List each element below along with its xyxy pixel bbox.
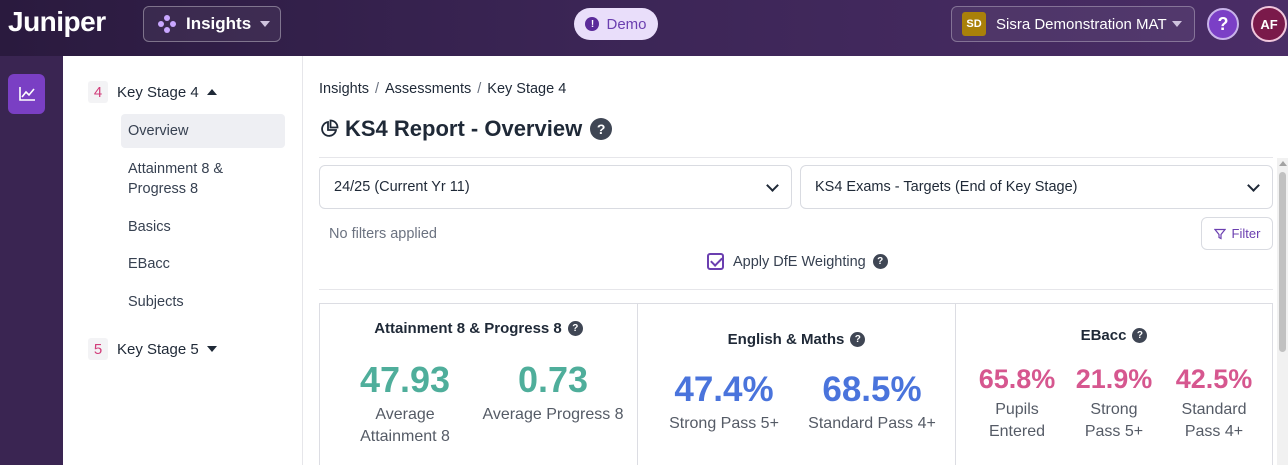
scrollbar[interactable] bbox=[1277, 158, 1288, 465]
nav-rail bbox=[0, 56, 63, 465]
chevron-down-icon bbox=[766, 179, 779, 192]
metric-value: 68.5% bbox=[822, 370, 922, 409]
no-filters-text: No filters applied bbox=[329, 226, 437, 242]
card-title: Attainment 8 & Progress 8 ? bbox=[320, 320, 637, 337]
filter-label: Filter bbox=[1231, 226, 1261, 241]
chevron-down-icon bbox=[260, 21, 270, 27]
exam-select-value: KS4 Exams - Targets (End of Key Stage) bbox=[815, 179, 1078, 195]
page-title: KS4 Report - Overview bbox=[345, 116, 583, 141]
breadcrumb-assessments[interactable]: Assessments bbox=[385, 81, 472, 97]
metric-value: 0.73 bbox=[517, 359, 589, 400]
dfe-weighting-checkbox[interactable] bbox=[707, 253, 724, 270]
info-icon: ! bbox=[585, 17, 600, 31]
card-attainment-progress: Attainment 8 & Progress 8 ? 47.93 Averag… bbox=[320, 304, 637, 465]
ks5-label: Key Stage 5 bbox=[117, 340, 199, 358]
card-title: EBacc ? bbox=[956, 327, 1272, 344]
metric-label: Average Progress 8 bbox=[482, 406, 624, 423]
demo-badge: ! Demo bbox=[574, 8, 658, 40]
sidebar-item-overview[interactable]: Overview bbox=[121, 114, 285, 148]
metric-ebacc-strong-pass: 21.9% Strong Pass 5+ bbox=[1068, 366, 1160, 443]
product-switcher[interactable]: Insights bbox=[143, 6, 281, 42]
card-english-maths: English & Maths ? 47.4% Strong Pass 5+ 6… bbox=[637, 304, 955, 465]
card-title-text: EBacc bbox=[1080, 327, 1127, 344]
dfe-weighting-option: Apply DfE Weighting ? bbox=[707, 253, 888, 270]
sidebar-item-ebacc[interactable]: EBacc bbox=[128, 256, 170, 272]
metric-pupils-entered: 65.8% Pupils Entered bbox=[969, 366, 1065, 443]
metric-ebacc-standard-pass: 42.5% Standard Pass 4+ bbox=[1164, 366, 1264, 443]
metric-standard-pass: 68.5% Standard Pass 4+ bbox=[798, 372, 946, 435]
card-title: English & Maths ? bbox=[638, 331, 955, 348]
org-name: Sisra Demonstration MAT bbox=[996, 15, 1167, 33]
organisation-switcher[interactable]: SD Sisra Demonstration MAT bbox=[951, 6, 1195, 42]
ks5-number: 5 bbox=[88, 338, 108, 360]
help-circle-icon[interactable]: ? bbox=[567, 321, 583, 336]
metric-strong-pass: 47.4% Strong Pass 5+ bbox=[656, 372, 792, 435]
metric-average-progress: 0.73 Average Progress 8 bbox=[480, 362, 626, 426]
sidebar-item-subjects[interactable]: Subjects bbox=[128, 294, 184, 310]
metric-label: Standard Pass 4+ bbox=[808, 415, 936, 432]
summary-cards: Attainment 8 & Progress 8 ? 47.93 Averag… bbox=[319, 303, 1273, 465]
top-bar: Juniper Insights ! Demo SD Sisra Demonst… bbox=[0, 0, 1288, 56]
metric-label: Standard Pass 4+ bbox=[1181, 401, 1247, 440]
sidebar: 4 Key Stage 4 Overview Attainment 8 & Pr… bbox=[63, 56, 303, 465]
breadcrumb: Insights / Assessments / Key Stage 4 bbox=[319, 81, 567, 97]
metric-label: Average Attainment 8 bbox=[360, 406, 450, 445]
divider bbox=[319, 289, 1273, 290]
card-ebacc: EBacc ? 65.8% Pupils Entered 21.9% Stron… bbox=[955, 304, 1272, 465]
help-circle-icon[interactable]: ? bbox=[850, 332, 866, 347]
insights-icon bbox=[158, 15, 176, 33]
help-circle-icon[interactable]: ? bbox=[1132, 328, 1148, 343]
breadcrumb-insights[interactable]: Insights bbox=[319, 81, 369, 97]
card-title-text: English & Maths bbox=[727, 331, 845, 348]
nav-insights-button[interactable] bbox=[8, 74, 45, 114]
org-badge: SD bbox=[962, 12, 986, 36]
logo[interactable]: Juniper bbox=[8, 6, 106, 37]
pie-chart-icon bbox=[321, 119, 339, 137]
chevron-down-icon bbox=[1247, 179, 1260, 192]
metric-value: 65.8% bbox=[978, 364, 1056, 394]
scrollbar-thumb[interactable] bbox=[1279, 172, 1286, 352]
metric-average-attainment: 47.93 Average Attainment 8 bbox=[338, 362, 472, 448]
ks4-label: Key Stage 4 bbox=[117, 83, 199, 101]
sidebar-item-attainment-progress[interactable]: Attainment 8 & Progress 8 bbox=[128, 161, 224, 197]
chevron-down-icon bbox=[1172, 21, 1182, 27]
exam-select[interactable]: KS4 Exams - Targets (End of Key Stage) bbox=[800, 165, 1273, 209]
dfe-weighting-label[interactable]: Apply DfE Weighting bbox=[733, 253, 866, 270]
year-select[interactable]: 24/25 (Current Yr 11) bbox=[319, 165, 792, 209]
metric-value: 21.9% bbox=[1075, 364, 1153, 394]
divider bbox=[319, 157, 1273, 158]
page-header: KS4 Report - Overview ? bbox=[319, 116, 613, 142]
metric-label: Strong Pass 5+ bbox=[1084, 401, 1144, 440]
metric-value: 47.93 bbox=[359, 359, 451, 400]
ks4-number: 4 bbox=[88, 81, 108, 103]
metric-label: Strong Pass 5+ bbox=[669, 415, 779, 432]
card-title-text: Attainment 8 & Progress 8 bbox=[374, 320, 562, 337]
filter-icon bbox=[1213, 228, 1226, 239]
line-chart-icon bbox=[18, 87, 35, 101]
user-avatar[interactable]: AF bbox=[1251, 6, 1287, 42]
help-circle-icon[interactable]: ? bbox=[590, 118, 613, 140]
sidebar-group-ks5[interactable]: 5 Key Stage 5 bbox=[88, 338, 217, 360]
metric-label: Pupils Entered bbox=[988, 401, 1046, 440]
breadcrumb-key-stage-4[interactable]: Key Stage 4 bbox=[487, 81, 567, 97]
caret-up-icon bbox=[206, 89, 217, 95]
year-select-value: 24/25 (Current Yr 11) bbox=[334, 179, 470, 195]
caret-down-icon bbox=[206, 346, 217, 352]
scroll-up-icon[interactable] bbox=[1279, 161, 1287, 166]
metric-value: 42.5% bbox=[1175, 364, 1253, 394]
product-label: Insights bbox=[186, 14, 252, 33]
sidebar-item-basics[interactable]: Basics bbox=[128, 219, 171, 235]
help-circle-icon[interactable]: ? bbox=[872, 254, 888, 269]
demo-label: Demo bbox=[606, 15, 647, 33]
metric-value: 47.4% bbox=[674, 370, 774, 409]
sidebar-group-ks4[interactable]: 4 Key Stage 4 bbox=[88, 81, 217, 103]
filter-button[interactable]: Filter bbox=[1201, 217, 1273, 250]
help-button[interactable]: ? bbox=[1207, 8, 1239, 40]
